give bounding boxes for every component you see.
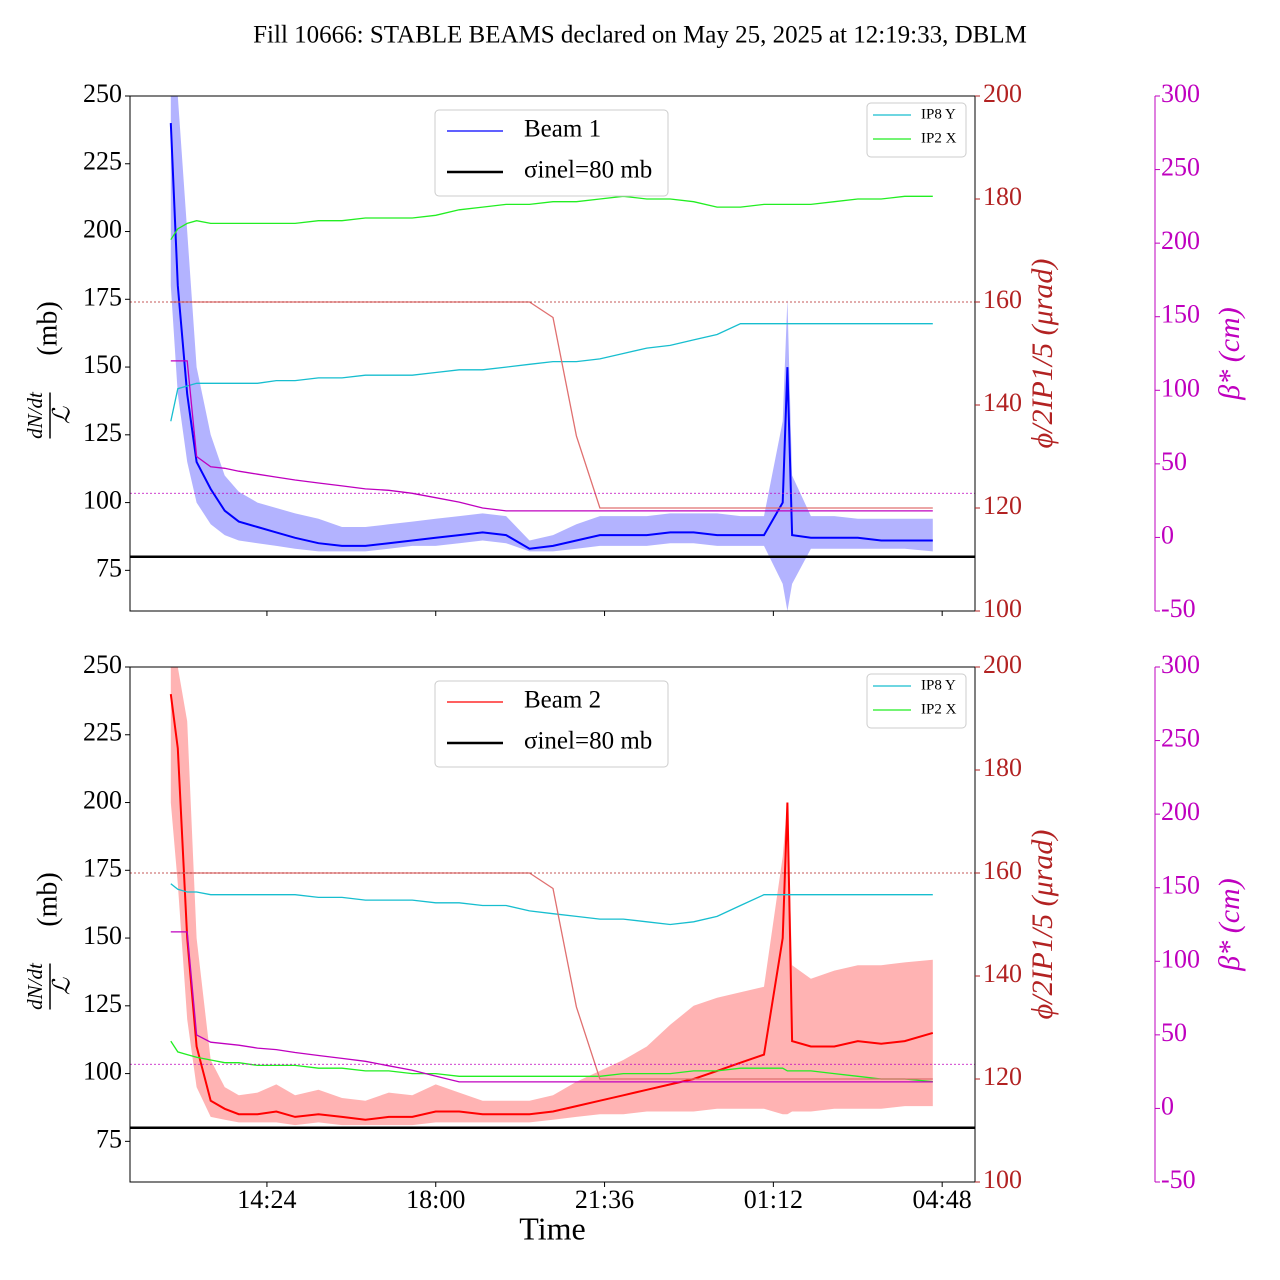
y-tick-label: 100 <box>83 486 122 515</box>
axis-line-y3 <box>170 931 933 1083</box>
y-label-unit: (mb) <box>32 301 63 355</box>
y3-tick-label: 100 <box>1161 373 1200 402</box>
y-tick-label: 150 <box>83 350 122 379</box>
y3-tick-label: -50 <box>1161 1165 1196 1194</box>
figure-title: Fill 10666: STABLE BEAMS declared on May… <box>253 22 1027 49</box>
y2-tick-label: 180 <box>983 753 1022 782</box>
y2-tick-label: 200 <box>983 650 1022 679</box>
y3-tick-label: 50 <box>1161 1018 1187 1047</box>
x-tick-label: 21:36 <box>575 1185 634 1214</box>
y-tick-label: 200 <box>83 214 122 243</box>
x-tick-label: 14:24 <box>237 1185 296 1214</box>
y-tick-label: 250 <box>83 79 122 108</box>
axis-line-y3 <box>170 360 933 512</box>
y-tick-label: 250 <box>83 650 122 679</box>
y3-tick-label: -50 <box>1161 594 1196 623</box>
y2-tick-label: 140 <box>983 959 1022 988</box>
y-tick-label: 225 <box>83 147 122 176</box>
y-tick-label: 225 <box>83 718 122 747</box>
y-tick-label: 75 <box>96 553 122 582</box>
spread-band <box>170 667 933 1126</box>
legend-label: IP2 X <box>921 130 957 146</box>
y2-tick-label: 100 <box>983 594 1022 623</box>
legend-label: IP2 X <box>921 701 957 717</box>
y-label-numerator: dN/dt <box>23 391 47 439</box>
legend-label: IP8 Y <box>921 677 956 693</box>
y-tick-label: 175 <box>83 853 122 882</box>
series-line <box>170 323 933 422</box>
y3-tick-label: 250 <box>1161 153 1200 182</box>
y3-tick-label: 50 <box>1161 447 1187 476</box>
y2-tick-label: 160 <box>983 285 1022 314</box>
y-tick-label: 100 <box>83 1057 122 1086</box>
series-line <box>169 123 933 550</box>
plot-frame <box>129 666 976 1183</box>
y3-axis-label: β* (cm) <box>1213 878 1246 971</box>
y3-tick-label: 0 <box>1161 520 1174 549</box>
y-tick-label: 125 <box>83 418 122 447</box>
axis-line-y2 <box>170 872 933 1080</box>
y-label-unit: (mb) <box>32 872 63 926</box>
y3-tick-label: 0 <box>1161 1091 1174 1120</box>
legend-label: Beam 2 <box>524 687 601 714</box>
x-tick-label: 01:12 <box>744 1185 803 1214</box>
legend-box <box>866 102 967 158</box>
y-tick-label: 175 <box>83 282 122 311</box>
axis-line-y2 <box>170 301 933 509</box>
plot-area <box>130 667 975 1130</box>
y3-tick-label: 250 <box>1161 724 1200 753</box>
plot-frame <box>129 95 976 612</box>
legend-label: Beam 1 <box>524 116 601 143</box>
y-label-numerator: dN/dt <box>23 962 47 1010</box>
plot-area <box>130 96 975 611</box>
series-line <box>170 195 933 241</box>
y3-tick-label: 100 <box>1161 944 1200 973</box>
legend-label: σinel=80 mb <box>524 157 652 184</box>
y-label-denominator: ℒ <box>50 406 76 424</box>
y2-axis-label: ϕ/2IP1/5 (μrad) <box>1026 259 1059 449</box>
y3-axis-label: β* (cm) <box>1213 307 1246 400</box>
y2-tick-label: 100 <box>983 1165 1022 1194</box>
y2-tick-label: 200 <box>983 79 1022 108</box>
y-tick-label: 75 <box>96 1124 122 1153</box>
series-line <box>169 693 934 1121</box>
y2-tick-label: 140 <box>983 388 1022 417</box>
y2-tick-label: 120 <box>983 491 1022 520</box>
y-axis-label: dN/dt ℒ (mb) <box>23 872 76 1010</box>
legend-box <box>866 673 967 729</box>
y3-tick-label: 150 <box>1161 300 1200 329</box>
x-tick-label: 04:48 <box>913 1185 972 1214</box>
series-line <box>170 1040 933 1083</box>
y2-axis-label: ϕ/2IP1/5 (μrad) <box>1026 830 1059 1020</box>
y-axis-label: dN/dt ℒ (mb) <box>23 301 76 439</box>
legend-label: σinel=80 mb <box>524 728 652 755</box>
legend-label: IP8 Y <box>921 106 956 122</box>
y-tick-label: 125 <box>83 989 122 1018</box>
y2-tick-label: 160 <box>983 856 1022 885</box>
y-label-denominator: ℒ <box>50 977 76 995</box>
y3-tick-label: 300 <box>1161 650 1200 679</box>
y-tick-label: 200 <box>83 785 122 814</box>
y3-tick-label: 150 <box>1161 871 1200 900</box>
y3-tick-label: 200 <box>1161 797 1200 826</box>
y3-tick-label: 300 <box>1161 79 1200 108</box>
y2-tick-label: 180 <box>983 182 1022 211</box>
y2-tick-label: 120 <box>983 1062 1022 1091</box>
y3-tick-label: 200 <box>1161 226 1200 255</box>
x-axis-label: Time <box>519 1210 585 1246</box>
series-line <box>170 883 933 926</box>
x-tick-label: 18:00 <box>406 1185 465 1214</box>
y-tick-label: 150 <box>83 921 122 950</box>
